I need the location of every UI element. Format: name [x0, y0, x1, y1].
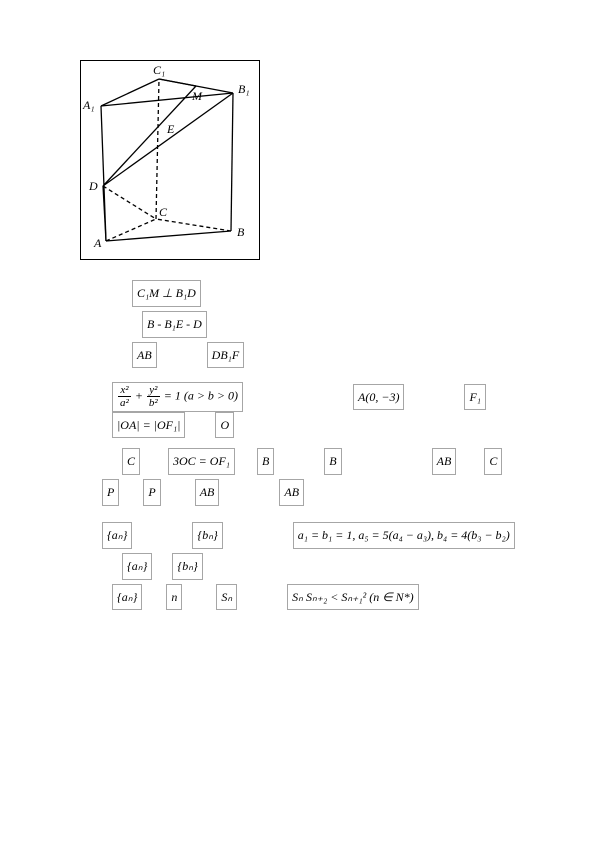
expr-O: O	[215, 412, 234, 439]
svg-text:M: M	[191, 89, 203, 103]
svg-text:A: A	[93, 236, 102, 250]
line-2: B - B₁E - D	[70, 311, 530, 338]
expr-bn2: {bₙ}	[172, 553, 202, 580]
expr-P2: P	[143, 479, 160, 506]
expr-B2: B	[324, 448, 341, 475]
expr-AB4: AB	[279, 479, 304, 506]
line-5: C 3OC = OF₁ B B AB C	[70, 448, 530, 475]
line-8: {aₙ} {bₙ}	[70, 553, 530, 580]
math-content: C₁M ⊥ B₁D B - B₁E - D AB DB₁F x²a² + y²b…	[70, 280, 530, 614]
expr-an3: {aₙ}	[112, 584, 142, 611]
expr-bn: {bₙ}	[192, 522, 222, 549]
expr-dbf: DB₁F	[207, 342, 245, 369]
expr-Sn: Sₙ	[216, 584, 237, 611]
svg-text:D: D	[88, 179, 98, 193]
expr-dihedral: B - B₁E - D	[142, 311, 207, 338]
expr-F1: F₁	[464, 384, 486, 411]
expr-an: {aₙ}	[102, 522, 132, 549]
expr-ineq: Sₙ Sₙ₊₂ < Sₙ₊₁² (n ∈ N*)	[287, 584, 419, 611]
prism-diagram: A B C A₁ B₁ C₁ D M E	[80, 60, 260, 260]
svg-text:A₁: A₁	[82, 98, 95, 112]
expr-cond: a₁ = b₁ = 1, a₅ = 5(a₄ − a₃), b₄ = 4(b₃ …	[293, 522, 515, 549]
expr-n: n	[166, 584, 182, 611]
svg-text:C: C	[159, 205, 168, 219]
expr-B1: B	[257, 448, 274, 475]
expr-an2: {aₙ}	[122, 553, 152, 580]
expr-ab: AB	[132, 342, 157, 369]
expr-3OC: 3OC = OF₁	[168, 448, 235, 475]
expr-ellipse: x²a² + y²b² = 1 (a > b > 0)	[112, 382, 243, 411]
prism-svg: A B C A₁ B₁ C₁ D M E	[81, 61, 251, 251]
svg-text:B: B	[237, 225, 245, 239]
expr-P1: P	[102, 479, 119, 506]
line-4: x²a² + y²b² = 1 (a > b > 0) A(0, −3) F₁ …	[70, 382, 530, 438]
ellipse-tail: = 1 (a > b > 0)	[164, 389, 238, 403]
line-3: AB DB₁F	[70, 342, 530, 369]
expr-C2: C	[484, 448, 502, 475]
expr-AB2: AB	[432, 448, 457, 475]
svg-text:C₁: C₁	[153, 63, 165, 77]
expr-perp: C₁M ⊥ B₁D	[132, 280, 201, 307]
svg-text:B₁: B₁	[238, 82, 250, 96]
svg-text:E: E	[166, 122, 175, 136]
expr-A: A(0, −3)	[353, 384, 404, 411]
expr-OAOF: |OA| = |OF₁|	[112, 412, 185, 439]
line-7: {aₙ} {bₙ} a₁ = b₁ = 1, a₅ = 5(a₄ − a₃), …	[70, 522, 530, 549]
line-9: {aₙ} n Sₙ Sₙ Sₙ₊₂ < Sₙ₊₁² (n ∈ N*)	[70, 584, 530, 611]
line-6: P P AB AB	[70, 479, 530, 506]
expr-C: C	[122, 448, 140, 475]
line-1: C₁M ⊥ B₁D	[70, 280, 530, 307]
plus-sign: +	[135, 389, 143, 403]
expr-AB3: AB	[195, 479, 220, 506]
